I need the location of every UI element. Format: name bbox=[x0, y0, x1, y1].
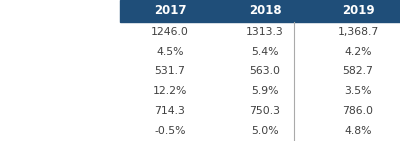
Text: 2017: 2017 bbox=[154, 4, 186, 17]
Text: 1313.3: 1313.3 bbox=[246, 27, 284, 37]
Text: 563.0: 563.0 bbox=[250, 67, 280, 77]
Text: -0.5%: -0.5% bbox=[154, 126, 186, 136]
Text: 750.3: 750.3 bbox=[250, 106, 280, 116]
Text: 12.2%: 12.2% bbox=[153, 86, 187, 96]
Text: 531.7: 531.7 bbox=[154, 67, 186, 77]
Text: 2019: 2019 bbox=[342, 4, 374, 17]
Text: 4.8%: 4.8% bbox=[344, 126, 372, 136]
Text: 5.0%: 5.0% bbox=[251, 126, 279, 136]
Text: 1,368.7: 1,368.7 bbox=[337, 27, 379, 37]
Text: 786.0: 786.0 bbox=[342, 106, 374, 116]
Text: 4.2%: 4.2% bbox=[344, 47, 372, 57]
Text: 582.7: 582.7 bbox=[342, 67, 374, 77]
Text: 1246.0: 1246.0 bbox=[151, 27, 189, 37]
Text: 2018: 2018 bbox=[249, 4, 281, 17]
Bar bbox=[120, 0, 400, 22]
Text: 5.4%: 5.4% bbox=[251, 47, 279, 57]
Text: 714.3: 714.3 bbox=[154, 106, 186, 116]
Text: 5.9%: 5.9% bbox=[251, 86, 279, 96]
Text: 4.5%: 4.5% bbox=[156, 47, 184, 57]
Text: 3.5%: 3.5% bbox=[344, 86, 372, 96]
